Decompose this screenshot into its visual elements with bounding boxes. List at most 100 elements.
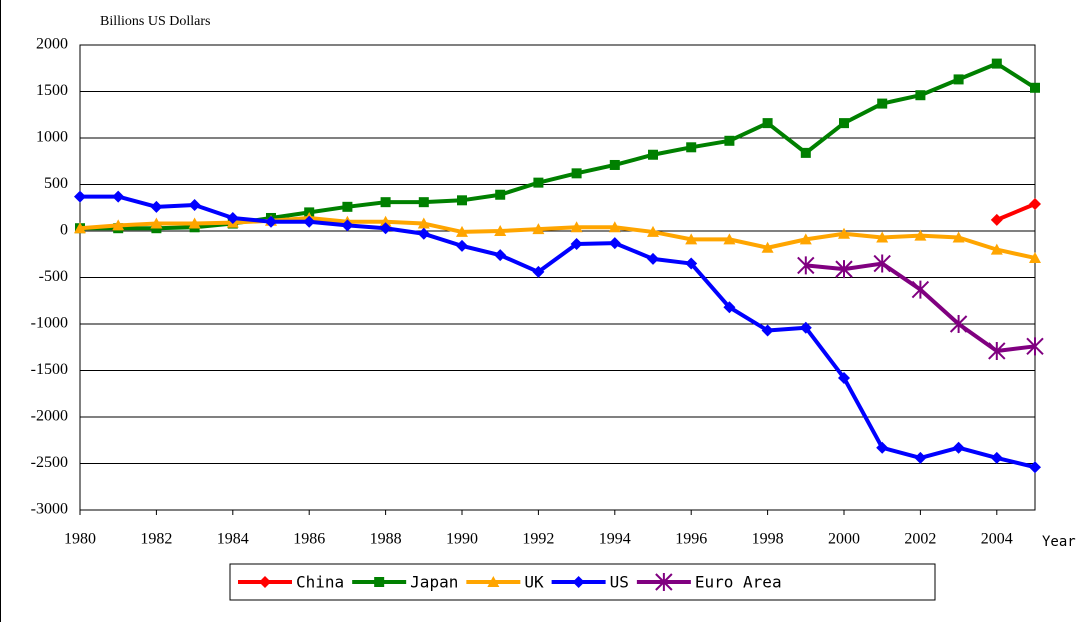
legend-marker [374, 577, 385, 587]
x-tick-label: 1998 [752, 531, 784, 548]
marker [799, 321, 812, 334]
marker [1030, 82, 1040, 93]
marker [417, 227, 430, 240]
y-tick-label: 500 [44, 175, 68, 192]
x-tick-label: 1984 [217, 531, 249, 548]
marker [495, 189, 506, 200]
y-tick-label: -500 [39, 268, 68, 285]
marker [876, 441, 889, 454]
marker [953, 74, 964, 85]
marker [494, 249, 507, 262]
marker [914, 229, 927, 241]
marker [877, 98, 888, 109]
marker [799, 233, 812, 245]
marker [494, 225, 507, 236]
marker [188, 198, 201, 211]
x-tick-label: 2000 [828, 531, 860, 548]
marker [1029, 198, 1041, 211]
x-axis-title: Year [1042, 534, 1076, 550]
marker [723, 301, 736, 314]
marker [74, 222, 86, 234]
y-tick-label: 2000 [36, 36, 68, 53]
marker [647, 252, 659, 265]
marker [685, 257, 698, 270]
marker [380, 197, 391, 208]
marker [839, 118, 849, 129]
marker [150, 200, 163, 213]
marker [915, 90, 926, 101]
marker [952, 441, 965, 454]
marker [762, 118, 773, 129]
marker [1029, 461, 1041, 474]
marker [685, 233, 698, 245]
marker [1029, 251, 1041, 263]
marker [112, 190, 125, 203]
marker [74, 190, 86, 203]
x-tick-label: 1992 [522, 531, 554, 548]
marker [571, 168, 582, 179]
marker [456, 239, 468, 252]
legend-label: US [610, 573, 629, 592]
marker [379, 215, 392, 227]
marker [457, 195, 467, 206]
marker [609, 159, 620, 170]
legend-marker [259, 576, 271, 588]
y-tick-label: 1500 [36, 82, 68, 99]
x-tick-label: 2004 [981, 531, 1013, 548]
marker [723, 233, 736, 245]
marker [532, 265, 545, 278]
plot-area [79, 44, 1036, 511]
marker [648, 149, 658, 160]
marker [342, 201, 353, 212]
marker [570, 238, 583, 251]
legend-label: Japan [410, 573, 458, 592]
y-axis-title: Billions US Dollars [100, 14, 210, 29]
x-tick-label: 2002 [904, 531, 936, 548]
y-tick-label: -2500 [31, 454, 68, 471]
marker [988, 341, 1006, 360]
marker [226, 211, 239, 224]
marker [379, 222, 392, 235]
marker [532, 223, 545, 235]
marker [1026, 337, 1044, 356]
marker [991, 58, 1002, 69]
y-tick-label: -1500 [31, 361, 68, 378]
x-tick-label: 1996 [675, 531, 707, 548]
marker [417, 217, 430, 229]
x-tick-label: 1994 [599, 531, 631, 548]
marker [990, 243, 1003, 255]
marker [949, 315, 968, 333]
marker [800, 147, 811, 158]
marker [265, 215, 277, 228]
marker [724, 135, 735, 146]
marker [835, 260, 853, 279]
marker [570, 221, 583, 233]
marker [341, 219, 354, 232]
y-tick-label: -1000 [31, 315, 68, 332]
marker [608, 237, 621, 250]
marker [456, 225, 468, 237]
marker [761, 241, 774, 253]
marker [990, 451, 1003, 464]
legend-label: UK [524, 573, 544, 592]
legend-label: China [296, 573, 344, 592]
series-line [80, 61, 1037, 231]
x-tick-label: 1980 [64, 531, 96, 548]
y-tick-label: 1000 [36, 129, 68, 146]
y-tick-label: 0 [60, 222, 68, 239]
marker [188, 217, 201, 229]
legend-marker [572, 576, 585, 588]
marker [112, 219, 125, 231]
marker [873, 254, 891, 273]
marker [533, 177, 544, 188]
marker [150, 217, 163, 229]
legend-marker [487, 576, 500, 587]
marker [647, 225, 659, 237]
series-line [805, 261, 1036, 353]
marker [303, 215, 316, 228]
legend-label: Euro Area [695, 573, 782, 592]
marker [797, 256, 815, 275]
x-tick-label: 1988 [370, 531, 402, 548]
x-tick-label: 1990 [446, 531, 478, 548]
